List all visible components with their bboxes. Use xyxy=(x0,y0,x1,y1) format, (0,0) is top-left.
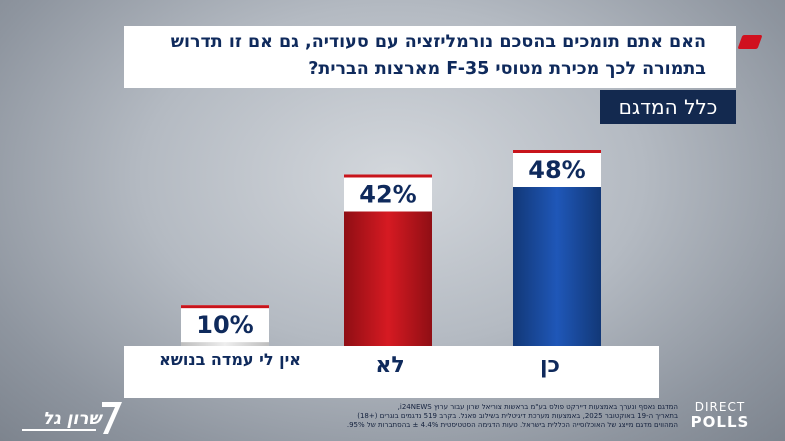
value-label-no: 42% xyxy=(359,181,416,209)
value-label-no-opinion: 10% xyxy=(196,311,253,339)
bar-top-accent-no-opinion xyxy=(181,305,269,309)
value-label-yes: 48% xyxy=(528,156,585,184)
bar-top-accent-yes xyxy=(513,150,601,153)
category-label-yes: כן xyxy=(539,353,560,378)
logo-seven-mark xyxy=(102,402,122,434)
category-label-no-opinion: אין לי עמדה בנושא xyxy=(159,350,301,369)
chart-title: האם אתם תומכים בהסכם נורמליזציה עם סעודי… xyxy=(170,32,706,79)
direct-polls-logo: DIRECT POLLS xyxy=(690,400,750,431)
footnote-line: בתאריך ה-19 באוקטובר 2025, באמצעות מערכת… xyxy=(357,412,678,420)
sample-label: כלל המדגם xyxy=(600,90,736,124)
bar-top-accent-no xyxy=(344,174,432,178)
survey-footnote: המדגם נאסף ונערך באמצעות דיירקט פולס בע"… xyxy=(208,403,678,430)
category-label-panel xyxy=(124,346,659,398)
logo-right-line2: POLLS xyxy=(690,413,750,431)
value-label-box-no xyxy=(344,174,432,212)
footnote-line: המדגם נאסף ונערך באמצעות דיירקט פולס בע"… xyxy=(397,403,678,411)
logo-left-text: שרון גל xyxy=(43,409,104,429)
category-label-no: לא xyxy=(375,353,405,378)
logo-right-line1: DIRECT xyxy=(694,400,746,414)
question-box: האם אתם תומכים בהסכם נורמליזציה עם סעודי… xyxy=(124,26,736,88)
value-label-box-no-opinion xyxy=(181,305,269,343)
footnote-line: המהווים מדגם מייצג של האוכלוסייה הכללית … xyxy=(346,421,678,429)
value-label-box-yes xyxy=(513,150,601,187)
sharon-gal-logo: שרון גל xyxy=(22,402,122,434)
